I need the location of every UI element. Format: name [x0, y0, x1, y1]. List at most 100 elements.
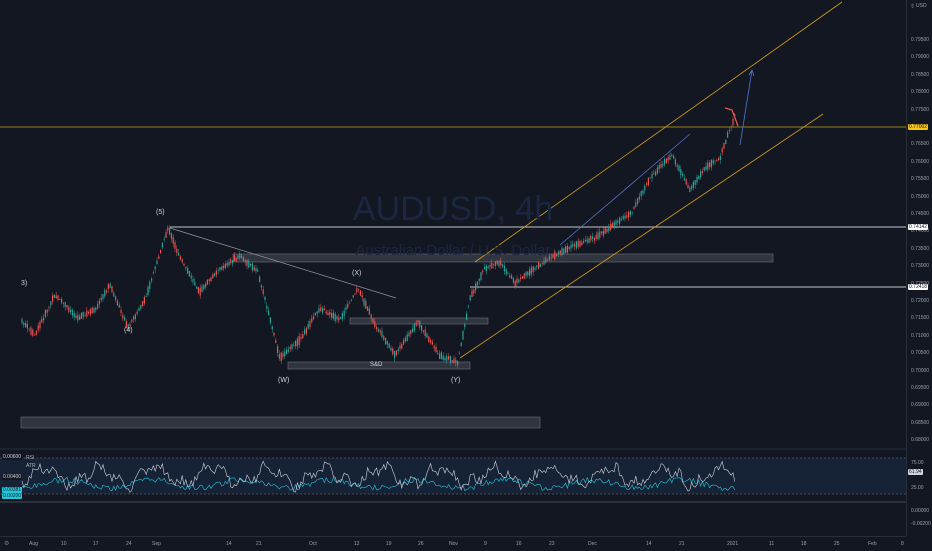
- candle-body: [226, 262, 228, 266]
- candle-body: [106, 290, 108, 293]
- candle-body: [619, 217, 621, 225]
- candle-body: [183, 263, 185, 266]
- candle-body: [426, 333, 428, 338]
- time-tick-label: Nov: [449, 541, 458, 547]
- candle-body: [383, 336, 385, 340]
- channel-upper-line: [474, 1, 843, 263]
- candle-body: [349, 302, 351, 304]
- candle-body: [190, 275, 192, 279]
- atr-indicator-label[interactable]: ATR: [26, 463, 36, 469]
- candle-body: [197, 287, 199, 294]
- candle-body: [307, 324, 309, 329]
- candle-body: [678, 165, 680, 172]
- candle-body: [322, 307, 324, 313]
- candle-body: [637, 198, 639, 204]
- candle-body: [413, 323, 415, 331]
- candle-body: [538, 261, 540, 269]
- candle-body: [127, 324, 129, 329]
- gear-icon[interactable]: ⚙: [4, 541, 10, 547]
- candle-body: [176, 248, 178, 253]
- candle-body: [167, 227, 169, 231]
- candle-body: [408, 332, 410, 337]
- candle-body: [437, 353, 439, 354]
- candle-body: [705, 166, 707, 170]
- candle-body: [214, 273, 216, 277]
- candle-body: [93, 307, 95, 313]
- candle-body: [273, 332, 275, 336]
- currency-label[interactable]: USD: [916, 3, 927, 9]
- candle-body: [170, 233, 172, 239]
- candle-body: [685, 179, 687, 185]
- candle-body: [124, 317, 126, 321]
- candle-body: [669, 155, 671, 160]
- candle-body: [284, 351, 286, 357]
- candle-body: [39, 321, 41, 329]
- candle-body: [208, 279, 210, 282]
- candle-body: [718, 158, 720, 161]
- support-level-tag: 0.72418: [908, 284, 929, 290]
- candle-body: [442, 355, 444, 360]
- price-axis[interactable]: ⇕ USD 0.79500 0.79000 0.78500 0.78000 0.7750…: [906, 0, 932, 536]
- candle-body: [115, 296, 117, 300]
- candle-body: [253, 267, 255, 271]
- candle-body: [215, 270, 217, 275]
- candle-body: [21, 319, 23, 323]
- candle-body: [156, 260, 158, 265]
- candle-body: [527, 271, 529, 276]
- candle-body: [475, 283, 477, 291]
- candle-body: [147, 286, 149, 296]
- candle-body: [359, 290, 361, 296]
- candle-body: [316, 311, 318, 314]
- rsi-indicator-label[interactable]: RSI: [26, 455, 35, 461]
- candle-body: [250, 263, 252, 266]
- indicator-tick-label: 25.00: [911, 485, 924, 491]
- candle-body: [305, 328, 307, 334]
- candle-body: [449, 356, 451, 363]
- time-tick-label: 14: [646, 541, 652, 547]
- candle-body: [304, 329, 306, 335]
- time-tick-label: 21: [256, 541, 262, 547]
- candle-body: [291, 344, 293, 349]
- time-tick-label: 21: [679, 541, 685, 547]
- candle-body: [68, 307, 70, 312]
- candle-body: [716, 160, 718, 161]
- time-tick-label: 2021: [727, 541, 739, 547]
- candle-body: [334, 313, 336, 322]
- candle-body: [712, 160, 714, 164]
- time-tick-label: Dec: [588, 541, 597, 547]
- candle-body: [352, 295, 354, 298]
- candle-body: [192, 279, 194, 282]
- candle-body: [314, 313, 316, 316]
- candle-body: [485, 265, 487, 272]
- candle-body: [568, 246, 570, 249]
- candle-body: [451, 360, 453, 362]
- candle-body: [646, 183, 648, 185]
- time-tick-label: 25: [834, 541, 840, 547]
- trend-line: [169, 227, 397, 299]
- candle-body: [275, 340, 277, 343]
- candle-body: [34, 334, 36, 336]
- candle-body: [435, 347, 437, 353]
- candle-body: [262, 289, 264, 295]
- candle-body: [532, 266, 534, 273]
- candle-body: [350, 299, 352, 301]
- candle-body: [595, 234, 597, 239]
- candle-body: [422, 330, 424, 332]
- currency-dropdown-icon[interactable]: ⇕: [910, 4, 916, 10]
- candle-body: [109, 283, 111, 288]
- candle-body: [552, 254, 554, 258]
- candle-body: [556, 254, 558, 257]
- candle-body: [212, 274, 214, 279]
- candle-body: [327, 312, 329, 316]
- candle-body: [228, 261, 230, 266]
- time-axis[interactable]: ⚙ Aug 10 17 24 Sep 14 21 Oct 12 19 26 Nov 9 16 23 Dec 14…: [0, 536, 906, 551]
- candle-body: [104, 290, 106, 297]
- price-tick-label: 0.78000: [911, 89, 930, 96]
- candle-body: [48, 306, 50, 308]
- candle-body: [583, 240, 585, 243]
- candle-body: [516, 278, 518, 284]
- candle-body: [142, 301, 144, 306]
- candle-body: [187, 268, 189, 274]
